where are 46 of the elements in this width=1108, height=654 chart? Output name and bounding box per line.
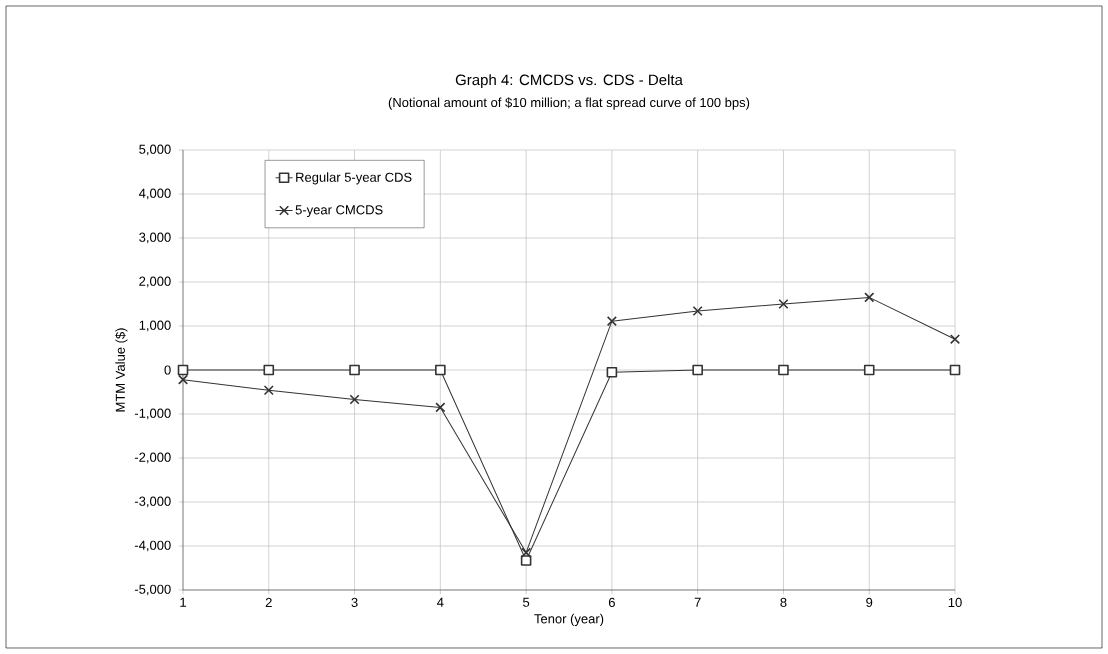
x-tick-label: 9	[866, 597, 873, 607]
x-tick-label: 6	[608, 597, 615, 607]
x-tick-label: 7	[694, 597, 701, 607]
point	[606, 316, 617, 327]
point	[864, 292, 875, 303]
x-tick-label: 10	[948, 597, 962, 607]
point	[692, 364, 703, 376]
y-tick-label: -1,000	[134, 408, 171, 420]
point	[263, 364, 275, 376]
point	[778, 364, 789, 376]
y-tick-label: 2,000	[139, 276, 171, 288]
chart-subtitle: (Notional amount of $10 million; a flat spread curve of 100 bps)	[388, 97, 750, 110]
point	[177, 364, 189, 376]
y-tick-label: 5,000	[139, 144, 171, 156]
chart-title: Graph 4: CMCDS vs. CDS - Delta	[455, 74, 683, 89]
x-tick-label: 5	[523, 597, 530, 607]
y-tick-label: -3,000	[134, 496, 171, 508]
point	[435, 364, 446, 376]
point	[263, 385, 274, 396]
point	[435, 402, 446, 413]
y-tick-label: -4,000	[134, 540, 171, 552]
y-tick-label: -2,000	[134, 452, 171, 464]
x-tick-label: 4	[437, 597, 444, 607]
point	[520, 555, 532, 566]
y-tick-label: 3,000	[139, 232, 171, 244]
point	[863, 364, 875, 376]
legend-label: 5-year CMCDS	[295, 205, 383, 218]
point	[606, 366, 618, 378]
x-tick-label: 8	[780, 597, 787, 607]
x-tick-label: 1	[180, 597, 186, 607]
y-tick-label: -5,000	[134, 584, 171, 596]
legend-label: Regular 5-year CDS	[296, 172, 412, 185]
y-tick-label: 1,000	[139, 320, 171, 332]
point	[349, 394, 360, 405]
y-axis-title: MTM Value ($)	[115, 328, 128, 412]
x-axis-title: Tenor (year)	[534, 613, 604, 626]
point	[778, 298, 789, 310]
y-tick-label: 0	[164, 365, 171, 375]
point	[349, 364, 360, 376]
x-tick-label: 2	[265, 597, 272, 607]
x-tick-label: 3	[351, 597, 358, 607]
point	[949, 334, 961, 345]
point	[692, 305, 703, 317]
y-tick-label: 4,000	[138, 188, 171, 200]
point	[177, 374, 189, 385]
point	[949, 364, 961, 376]
